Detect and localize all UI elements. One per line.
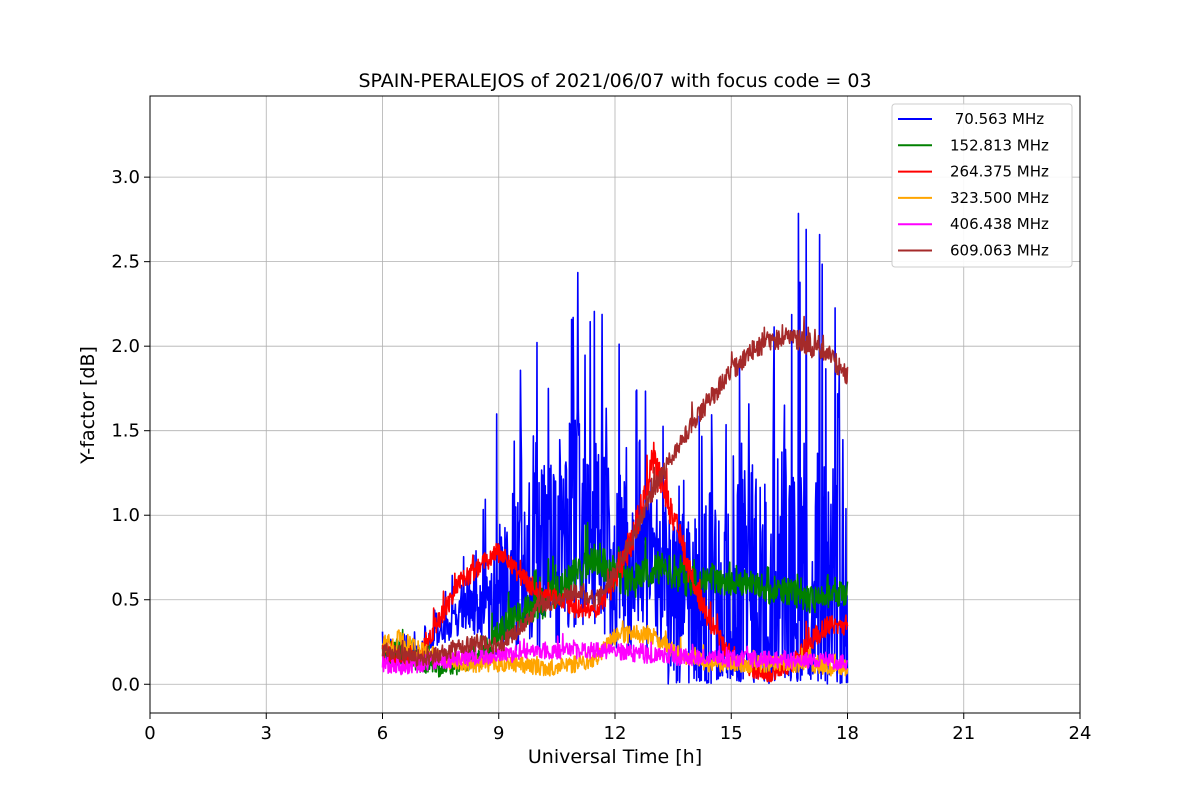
- x-tick-label: 6: [377, 723, 388, 744]
- x-axis-label: Universal Time [h]: [528, 746, 702, 768]
- x-tick-label: 9: [493, 723, 504, 744]
- y-tick-label: 1.5: [111, 421, 140, 442]
- x-tick-label: 3: [261, 723, 272, 744]
- legend-entry: 406.438 MHz: [950, 215, 1049, 233]
- x-tick-label: 24: [1069, 723, 1092, 744]
- series-layer: [381, 212, 849, 685]
- series-line: [381, 315, 849, 667]
- x-tick-label: 18: [836, 723, 859, 744]
- x-tick-label: 15: [720, 723, 743, 744]
- legend-entry: 70.563 MHz: [950, 110, 1044, 128]
- legend-entry: 152.813 MHz: [950, 136, 1049, 154]
- legend: 70.563 MHz 152.813 MHz 264.375 MHz 323.500 …: [891, 103, 1073, 268]
- series-line: [381, 212, 849, 685]
- legend-entry: 323.500 MHz: [950, 189, 1049, 207]
- legend-entry: 609.063 MHz: [950, 242, 1049, 260]
- y-tick-label: 0.0: [111, 674, 140, 695]
- y-tick-label: 0.5: [111, 590, 140, 611]
- ticks: 0 3 6 9 12 15 18 21 24 0.0 0.5 1.0 1.5 2.0 2.5 3.0: [111, 167, 1091, 744]
- chart-title: SPAIN-PERALEJOS of 2021/06/07 with focus…: [358, 70, 871, 92]
- y-tick-label: 2.0: [111, 336, 140, 357]
- y-tick-label: 2.5: [111, 252, 140, 273]
- x-tick-label: 12: [604, 723, 627, 744]
- legend-box: [891, 103, 1073, 268]
- y-tick-label: 3.0: [111, 167, 140, 188]
- legend-entry: 264.375 MHz: [950, 163, 1049, 181]
- x-tick-label: 21: [952, 723, 975, 744]
- series-line: [381, 632, 849, 676]
- series-line: [381, 441, 849, 683]
- y-tick-label: 1.0: [111, 505, 140, 526]
- y-axis-label: Y-factor [dB]: [77, 346, 99, 465]
- x-tick-label: 0: [144, 723, 155, 744]
